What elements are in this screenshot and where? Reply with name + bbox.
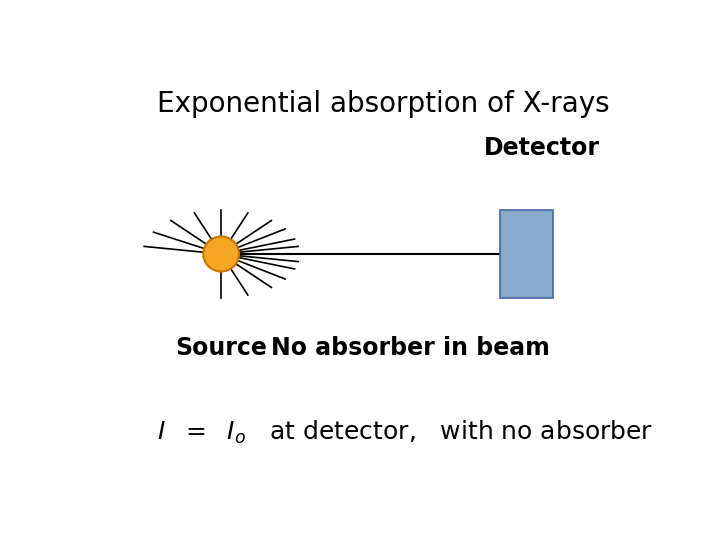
Text: Exponential absorption of X-rays: Exponential absorption of X-rays <box>157 90 610 118</box>
Ellipse shape <box>203 237 239 272</box>
Text: $\mathit{I}$  $=$  $\mathit{I}_o$   at detector,   with no absorber: $\mathit{I}$ $=$ $\mathit{I}_o$ at detec… <box>157 419 653 447</box>
Text: No absorber in beam: No absorber in beam <box>271 335 550 360</box>
Text: Detector: Detector <box>484 136 600 160</box>
Text: Source: Source <box>175 335 267 360</box>
Bar <box>500 211 553 298</box>
